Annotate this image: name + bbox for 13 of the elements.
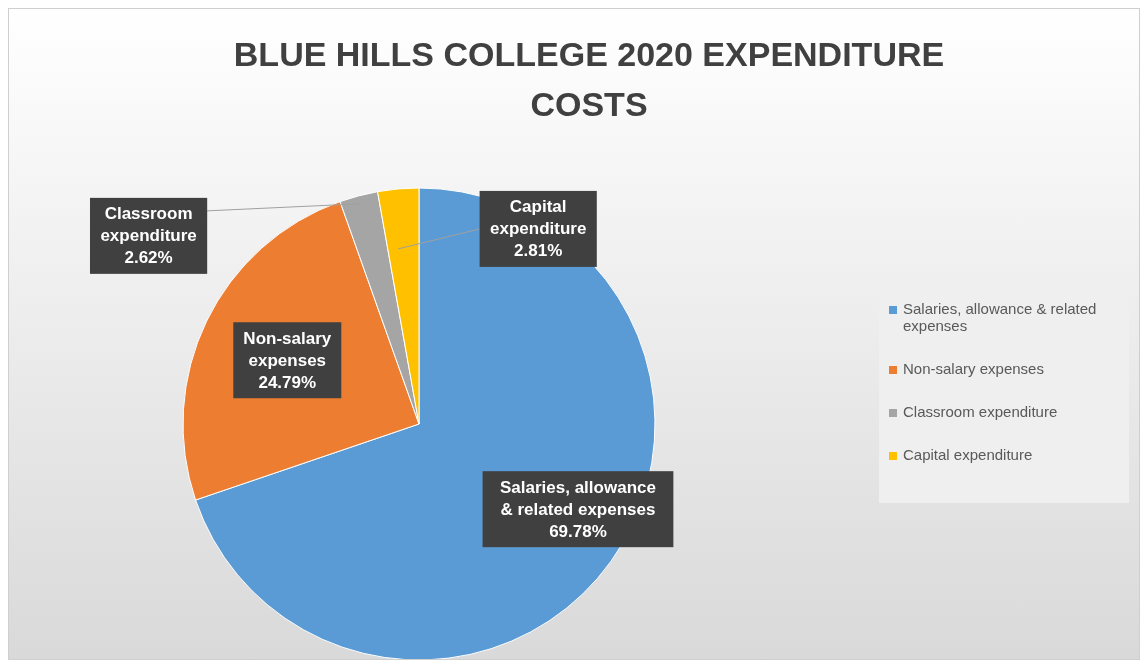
slice-label: Capital expenditure <box>490 197 587 239</box>
data-label: 2.62% <box>124 248 173 268</box>
data-label: 2.81% <box>514 241 563 261</box>
legend-label: Non-salary expenses <box>903 359 1044 377</box>
slice-label: Classroom expenditure <box>100 204 197 246</box>
chart-title: BLUE HILLS COLLEGE 2020 EXPENDITURE COSTS <box>232 34 946 125</box>
legend-label: Capital expenditure <box>903 445 1033 463</box>
data-label: 69.78% <box>549 521 607 541</box>
legend-label: Classroom expenditure <box>903 402 1058 420</box>
data-label: 24.79% <box>258 372 317 392</box>
slice-label: Salaries, allowance & related expenses <box>500 477 656 519</box>
category-label: Salaries, allowance & related expenses <box>903 299 1097 334</box>
slice-label: Non-salary expenses <box>243 328 332 370</box>
